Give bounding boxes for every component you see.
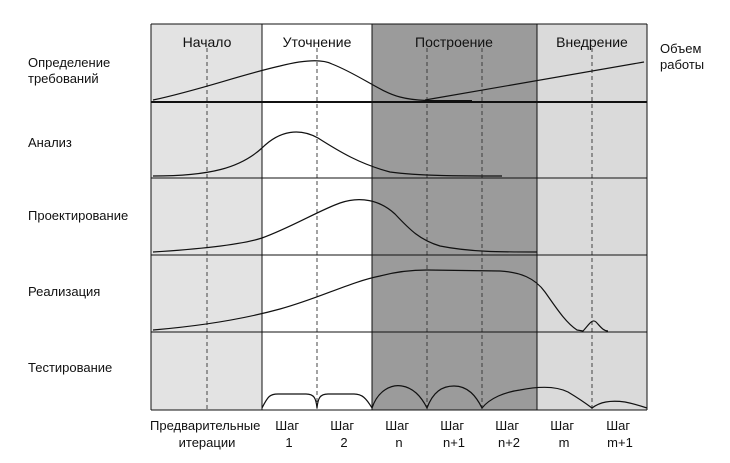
phase-column-construction <box>372 24 537 410</box>
iteration-label-line: n+1 <box>443 435 465 450</box>
phase-label: Построение <box>415 34 493 50</box>
callout-line: Объем <box>660 41 701 56</box>
discipline-label: Проектирование <box>28 208 128 223</box>
iteration-label-line: Шаг <box>330 418 354 433</box>
requirements-tail-line <box>424 61 645 101</box>
iteration-label-line: Шаг <box>606 418 630 433</box>
iteration-label-line: m <box>559 435 570 450</box>
analysis-workload-curve <box>152 131 503 177</box>
iteration-label-line: n+2 <box>498 435 520 450</box>
iteration-label-line: m+1 <box>607 435 633 450</box>
phase-label: Начало <box>183 34 232 50</box>
discipline-label: Реализация <box>28 284 100 299</box>
design-workload-curve <box>152 199 538 253</box>
callout-line: работы <box>660 57 704 72</box>
discipline-label-line: Определение <box>28 55 110 70</box>
iteration-label-line: Шаг <box>495 418 519 433</box>
iteration-label-line: 2 <box>340 435 347 450</box>
iteration-label: Шаг n+1 <box>440 418 468 450</box>
phase-column-inception <box>151 24 262 410</box>
iteration-label-line: Шаг <box>550 418 574 433</box>
iteration-label: Шаг 1 <box>275 418 303 450</box>
testing-workload-curve <box>261 385 648 410</box>
iteration-label-line: 1 <box>285 435 292 450</box>
iteration-label: Шаг m <box>550 418 578 450</box>
iteration-label-line: Предварительные <box>150 418 260 433</box>
iteration-label-line: Шаг <box>275 418 299 433</box>
phase-label: Внедрение <box>556 34 628 50</box>
workload-callout-label: Объем работы <box>660 41 705 72</box>
iteration-label-line: Шаг <box>385 418 409 433</box>
discipline-label-line: требований <box>28 71 99 86</box>
iteration-label-line: итерации <box>179 435 236 450</box>
iteration-label: Шаг n <box>385 418 413 450</box>
discipline-label: Тестирование <box>28 360 112 375</box>
iteration-label-line: n <box>395 435 402 450</box>
iteration-label: Шаг m+1 <box>606 418 634 450</box>
iteration-separators <box>206 48 593 410</box>
diagram-frame <box>150 23 648 411</box>
iteration-label: Шаг n+2 <box>495 418 523 450</box>
discipline-label: Анализ <box>28 135 72 150</box>
discipline-label: Определение требований <box>28 55 114 86</box>
requirements-workload-curve <box>152 60 473 102</box>
iteration-label-line: Шаг <box>440 418 464 433</box>
iteration-label: Предварительные итерации <box>150 418 264 450</box>
iteration-label: Шаг 2 <box>330 418 358 450</box>
phase-label: Уточнение <box>283 34 352 50</box>
implementation-workload-curve <box>152 269 609 332</box>
